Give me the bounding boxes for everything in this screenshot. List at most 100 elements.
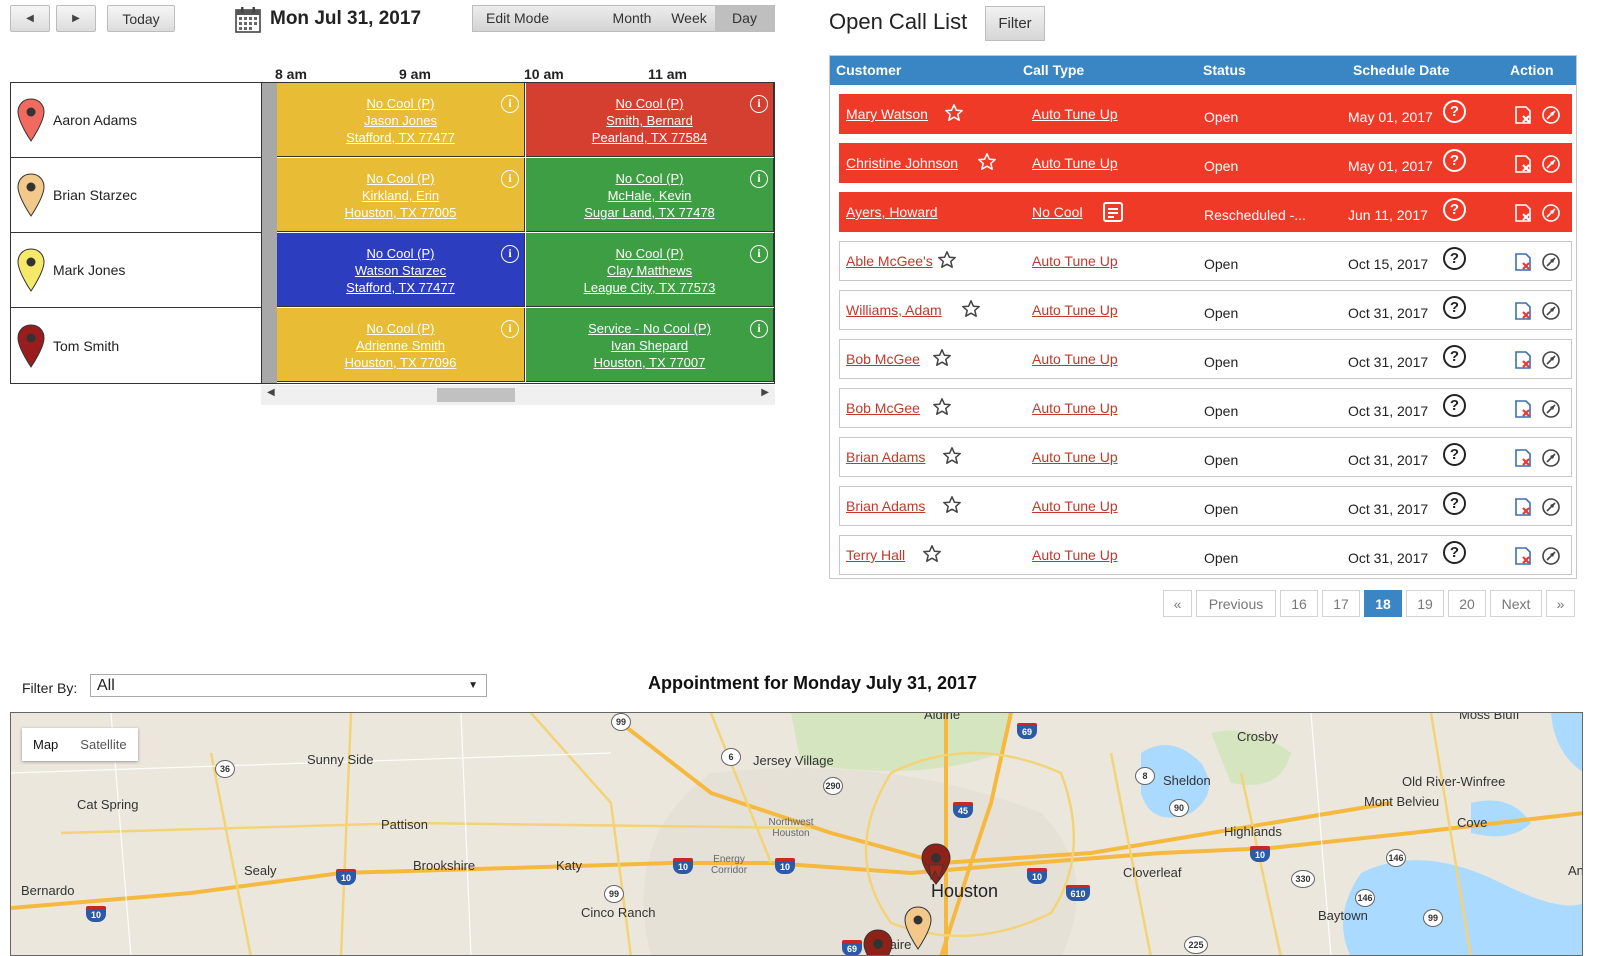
view-day-button[interactable]: Day	[715, 6, 774, 31]
cancel-call-icon[interactable]	[1513, 496, 1533, 518]
call-type-link[interactable]: Auto Tune Up	[1032, 449, 1118, 465]
cancel-call-icon[interactable]	[1513, 104, 1533, 126]
table-row[interactable]: Mary Watson Auto Tune Up Open May 01, 2017?	[839, 94, 1572, 134]
schedule-horizontal-scrollbar[interactable]: ◀ ▶	[261, 385, 775, 405]
table-row[interactable]: Able McGee's Auto Tune Up Open Oct 15, 2017…	[839, 241, 1572, 281]
appointment-block[interactable]: No Cool (P) Jason Jones Stafford, TX 77477…	[277, 83, 525, 157]
call-type-link[interactable]: Auto Tune Up	[1032, 253, 1118, 269]
appointment-block[interactable]: Service - No Cool (P) Ivan Shepard Houston…	[526, 308, 774, 382]
table-row[interactable]: Terry Hall Auto Tune Up Open Oct 31, 2017?	[839, 535, 1572, 575]
note-icon[interactable]	[1102, 201, 1124, 223]
star-icon[interactable]	[932, 397, 952, 417]
appointment-block[interactable]: No Cool (P) Kirkland, Erin Houston, TX 770…	[277, 158, 525, 232]
appointment-call-type[interactable]: No Cool (P)	[615, 171, 684, 186]
info-icon[interactable]: i	[501, 245, 519, 263]
dispatch-icon[interactable]	[1541, 497, 1561, 517]
page-18-button[interactable]: 18	[1364, 590, 1402, 617]
dispatch-icon[interactable]	[1541, 399, 1561, 419]
cancel-call-icon[interactable]	[1513, 398, 1533, 420]
customer-link[interactable]: Brian Adams	[846, 449, 926, 465]
scroll-right-icon[interactable]: ▶	[761, 387, 769, 398]
dispatch-icon[interactable]	[1541, 105, 1561, 125]
appointment-customer[interactable]: Adrienne Smith	[356, 338, 445, 353]
help-icon[interactable]: ?	[1443, 100, 1466, 123]
page-16-button[interactable]: 16	[1280, 590, 1318, 617]
next-button[interactable]: ▶	[56, 5, 96, 32]
info-icon[interactable]: i	[501, 95, 519, 113]
appointment-call-type[interactable]: No Cool (P)	[615, 246, 684, 261]
star-icon[interactable]	[944, 103, 964, 123]
dispatch-icon[interactable]	[1541, 301, 1561, 321]
appointment-customer[interactable]: Clay Matthews	[606, 263, 693, 278]
info-icon[interactable]: i	[501, 170, 519, 188]
star-icon[interactable]	[977, 152, 997, 172]
info-icon[interactable]: i	[750, 170, 768, 188]
help-icon[interactable]: ?	[1443, 541, 1466, 564]
appointment-block[interactable]: No Cool (P) Smith, Bernard Pearland, TX 77…	[526, 83, 774, 157]
cancel-call-icon[interactable]	[1513, 251, 1533, 273]
call-type-link[interactable]: Auto Tune Up	[1032, 498, 1118, 514]
dispatch-icon[interactable]	[1541, 154, 1561, 174]
star-icon[interactable]	[942, 446, 962, 466]
dispatch-icon[interactable]	[1541, 350, 1561, 370]
help-icon[interactable]: ?	[1443, 443, 1466, 466]
star-icon[interactable]	[937, 250, 957, 270]
appointment-customer[interactable]: Ivan Shepard	[610, 338, 689, 353]
table-row[interactable]: Bob McGee Auto Tune Up Open Oct 31, 2017?	[839, 339, 1572, 379]
customer-link[interactable]: Williams, Adam	[846, 302, 942, 318]
table-row[interactable]: Williams, Adam Auto Tune Up Open Oct 31, 20…	[839, 290, 1572, 330]
help-icon[interactable]: ?	[1443, 149, 1466, 172]
help-icon[interactable]: ?	[1443, 492, 1466, 515]
cancel-call-icon[interactable]	[1513, 300, 1533, 322]
dispatch-icon[interactable]	[1541, 252, 1561, 272]
help-icon[interactable]: ?	[1443, 394, 1466, 417]
appointment-block[interactable]: No Cool (P) Adrienne Smith Houston, TX 770…	[277, 308, 525, 382]
scroll-left-icon[interactable]: ◀	[267, 387, 275, 398]
first-page-button[interactable]: «	[1163, 590, 1192, 617]
appointment-block[interactable]: No Cool (P) McHale, Kevin Sugar Land, TX 7…	[526, 158, 774, 232]
info-icon[interactable]: i	[750, 95, 768, 113]
table-row[interactable]: Bob McGee Auto Tune Up Open Oct 31, 2017?	[839, 388, 1572, 428]
help-icon[interactable]: ?	[1443, 345, 1466, 368]
info-icon[interactable]: i	[750, 320, 768, 338]
today-button[interactable]: Today	[107, 5, 175, 32]
customer-link[interactable]: Able McGee's	[846, 253, 933, 269]
column-header-call-type[interactable]: Call Type	[1023, 62, 1085, 78]
page-17-button[interactable]: 17	[1322, 590, 1360, 617]
open-call-filter-button[interactable]: Filter	[985, 6, 1045, 41]
appointment-call-type[interactable]: No Cool (P)	[615, 96, 684, 111]
column-header-schedule-date[interactable]: Schedule Date	[1353, 62, 1450, 78]
appointment-address[interactable]: Sugar Land, TX 77478	[584, 205, 715, 220]
next-page-button[interactable]: Next	[1490, 590, 1542, 617]
appointment-address[interactable]: League City, TX 77573	[583, 280, 716, 295]
map-type-satellite-button[interactable]: Satellite	[80, 737, 127, 752]
cancel-call-icon[interactable]	[1513, 153, 1533, 175]
resource-row[interactable]: Mark Jones	[11, 233, 261, 308]
table-row[interactable]: Ayers, Howard No Cool Rescheduled -... Jun …	[839, 192, 1572, 232]
dispatch-icon[interactable]	[1541, 203, 1561, 223]
map-marker-icon[interactable]	[904, 906, 932, 950]
cancel-call-icon[interactable]	[1513, 349, 1533, 371]
cancel-call-icon[interactable]	[1513, 545, 1533, 567]
help-icon[interactable]: ?	[1443, 247, 1466, 270]
appointment-block[interactable]: No Cool (P) Clay Matthews League City, TX …	[526, 233, 774, 307]
appointment-customer[interactable]: Smith, Bernard	[606, 113, 693, 128]
appointment-call-type[interactable]: No Cool (P)	[366, 246, 435, 261]
call-type-link[interactable]: No Cool	[1032, 204, 1083, 220]
call-type-link[interactable]: Auto Tune Up	[1032, 351, 1118, 367]
appointment-call-type[interactable]: No Cool (P)	[366, 96, 435, 111]
prev-button[interactable]: ◀	[10, 5, 50, 32]
help-icon[interactable]: ?	[1443, 296, 1466, 319]
call-type-link[interactable]: Auto Tune Up	[1032, 302, 1118, 318]
table-row[interactable]: Christine Johnson Auto Tune Up Open May 01,…	[839, 143, 1572, 183]
customer-link[interactable]: Christine Johnson	[846, 155, 959, 171]
appointment-customer[interactable]: Jason Jones	[364, 113, 437, 128]
page-20-button[interactable]: 20	[1448, 590, 1486, 617]
call-type-link[interactable]: Auto Tune Up	[1032, 547, 1118, 563]
view-week-button[interactable]: Week	[671, 10, 707, 26]
call-type-link[interactable]: Auto Tune Up	[1032, 106, 1118, 122]
customer-link[interactable]: Mary Watson	[846, 106, 928, 122]
resource-row[interactable]: Tom Smith	[11, 308, 261, 383]
appointment-address[interactable]: Stafford, TX 77477	[346, 280, 455, 295]
star-icon[interactable]	[922, 544, 942, 564]
